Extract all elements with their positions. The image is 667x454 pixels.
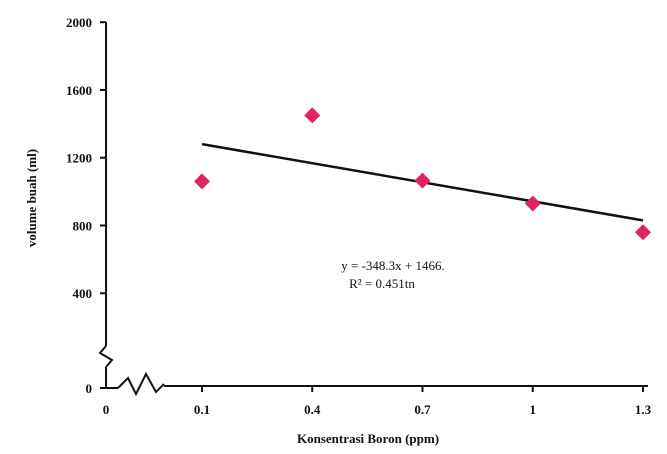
y-axis-break xyxy=(98,345,114,368)
x-tick-label: 0.1 xyxy=(194,402,210,417)
y-axis-label: volume buah (ml) xyxy=(24,149,39,247)
y-tick-label: 1200 xyxy=(66,151,92,166)
y-tick-label: 400 xyxy=(73,286,93,301)
y-tick-label: 800 xyxy=(73,218,93,233)
axes xyxy=(98,22,648,397)
data-point xyxy=(524,195,541,212)
data-point xyxy=(414,172,431,189)
data-point xyxy=(635,224,651,241)
x-tick-label: 1 xyxy=(530,402,537,417)
x-ticks: 0 0.1 0.4 0.7 1 1.3 xyxy=(103,386,652,417)
y-ticks: 0 400 800 1200 1600 2000 xyxy=(66,15,106,396)
trendline-equation: y = -348.3x + 1466. xyxy=(341,258,445,273)
r-squared-label: R² = 0.451tn xyxy=(349,276,415,291)
data-points xyxy=(194,107,651,241)
x-tick-label: 0.7 xyxy=(414,402,431,417)
data-point xyxy=(194,173,210,190)
x-axis-break xyxy=(117,371,165,397)
x-tick-label: 1.3 xyxy=(635,402,652,417)
x-tick-label: 0.4 xyxy=(304,402,321,417)
data-point xyxy=(304,107,321,124)
y-tick-label: 0 xyxy=(86,381,93,396)
y-tick-label: 1600 xyxy=(66,83,92,98)
x-axis-label: Konsentrasi Boron (ppm) xyxy=(297,431,439,446)
x-tick-label: 0 xyxy=(103,402,110,417)
y-tick-label: 2000 xyxy=(66,15,92,30)
